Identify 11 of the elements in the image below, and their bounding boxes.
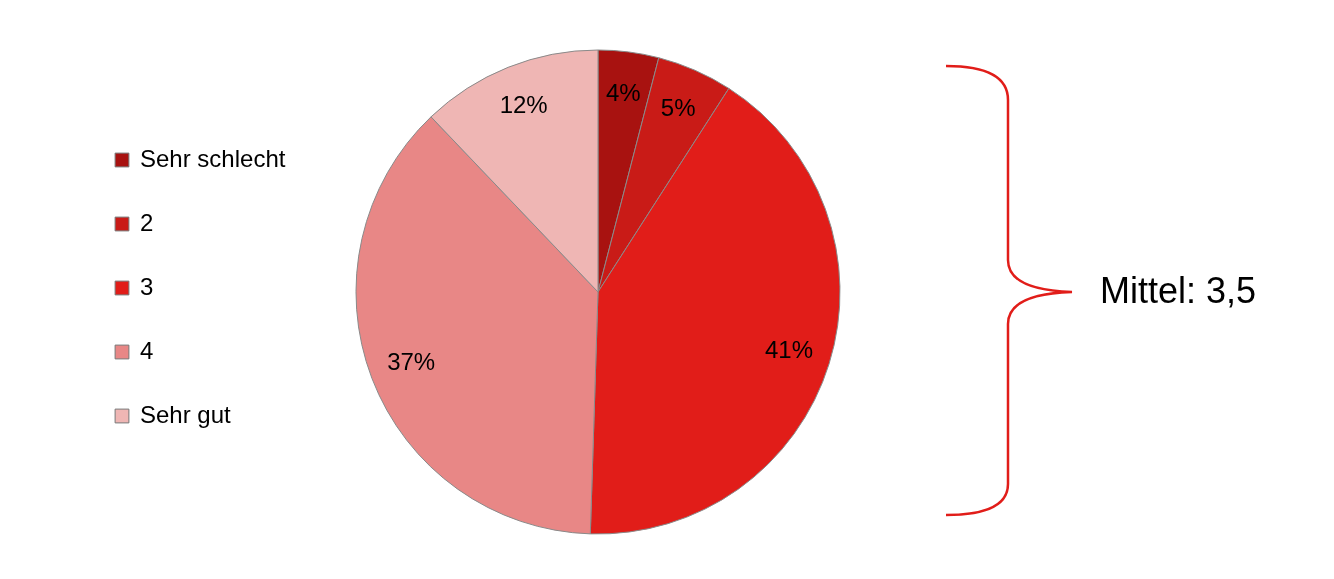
data-label: 5%	[660, 93, 696, 121]
data-label: 41%	[764, 336, 813, 364]
text: Mittel: 3,5	[1100, 270, 1257, 311]
legend-label: 3	[140, 273, 154, 300]
data-label: 37%	[387, 348, 436, 376]
legend-label: Sehr gut	[140, 401, 232, 428]
data-label: 12%	[499, 91, 548, 119]
data-label: 4%	[605, 78, 641, 106]
legend-label: Sehr schlecht	[140, 145, 286, 172]
legend-label: 2	[140, 209, 154, 236]
legend-label: 4	[140, 337, 154, 364]
